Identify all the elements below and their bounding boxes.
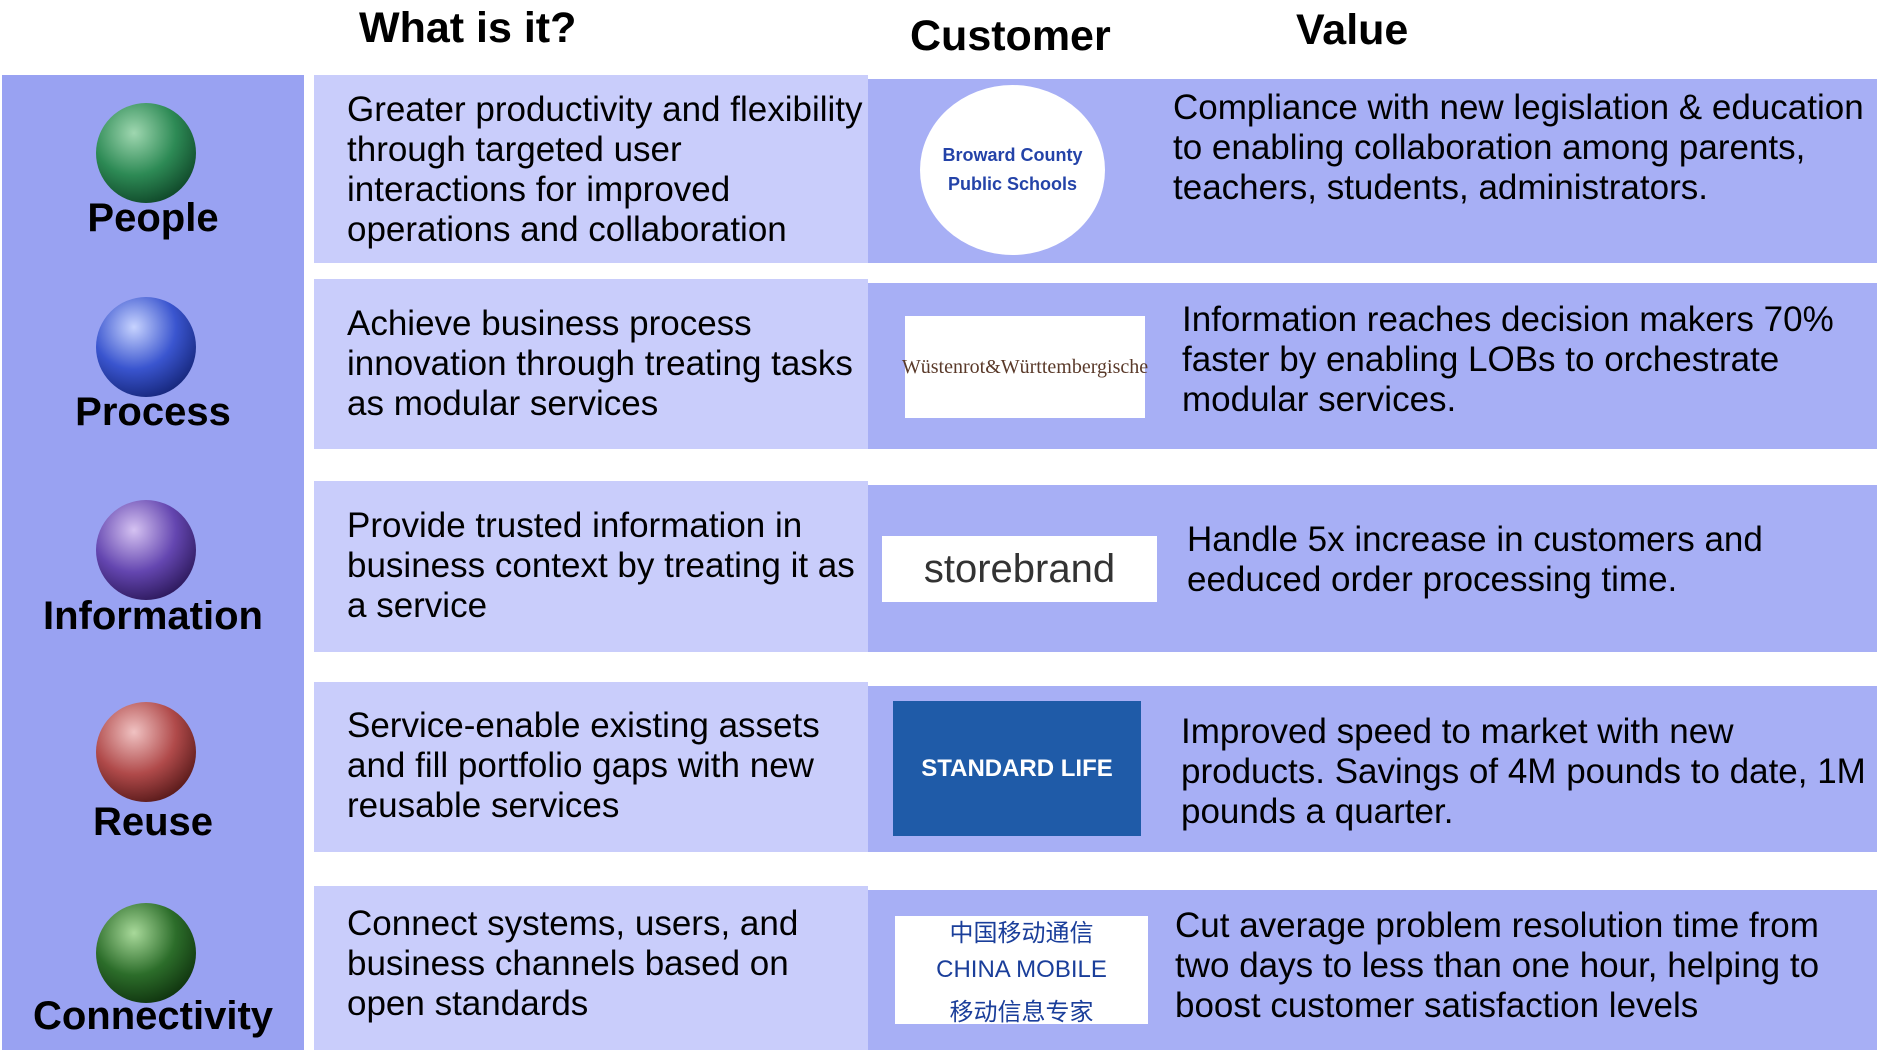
what-box	[314, 682, 868, 852]
header-customer: Customer	[910, 12, 1111, 60]
logo-text: STANDARD LIFE	[921, 754, 1113, 782]
customer-logo: 中国移动通信 CHINA MOBILE 移动信息专家	[895, 916, 1148, 1026]
row-label: Reuse	[92, 800, 214, 844]
row-label: Process	[75, 390, 231, 434]
customer-logo: Broward County Public Schools	[920, 85, 1105, 255]
header-value: Value	[1296, 6, 1409, 54]
icon-sphere	[96, 103, 196, 203]
what-text: Provide trusted information in business …	[347, 506, 855, 625]
logo-text: Public Schools	[947, 174, 1078, 194]
what-box	[314, 75, 868, 263]
row-label: People	[87, 196, 219, 240]
value-text: Information reaches decision makers 70% …	[1182, 300, 1834, 419]
logo-text: Broward County	[942, 145, 1083, 165]
row-label: Connectivity	[32, 994, 274, 1038]
row-label: Information	[43, 594, 263, 638]
logo-text: 中国移动通信	[949, 920, 1094, 947]
header-what: What is it?	[359, 4, 577, 52]
what-text: Greater productivity and flexibility thr…	[347, 90, 863, 249]
value-text: Cut average problem resolution time from…	[1175, 906, 1820, 1025]
what-box	[314, 481, 868, 652]
value-text: Compliance with new legislation & educat…	[1173, 88, 1864, 207]
icon-sphere	[96, 903, 196, 1003]
what-text: Connect systems, users, and business cha…	[347, 904, 799, 1023]
value-text: Improved speed to market with new produc…	[1181, 712, 1866, 831]
logo-text: 移动信息专家	[949, 999, 1094, 1026]
logo-text: CHINA MOBILE	[936, 956, 1107, 983]
what-box	[314, 886, 868, 1050]
what-text: Service-enable existing assets and fill …	[347, 706, 820, 825]
icon-sphere	[96, 297, 196, 397]
what-box	[314, 279, 868, 449]
customer-logo: Wüstenrot&Württembergische	[901, 316, 1149, 418]
value-text: Handle 5x increase in customers and eedu…	[1187, 520, 1763, 599]
customer-logo: STANDARD LIFE	[893, 701, 1141, 836]
logo-text: Wüstenrot&Württembergische	[901, 355, 1149, 378]
logo-text: storebrand	[923, 546, 1116, 591]
icon-sphere	[96, 500, 196, 600]
customer-logo: storebrand	[882, 536, 1157, 602]
what-text: Achieve business process innovation thro…	[347, 304, 853, 423]
icon-sphere	[96, 702, 196, 802]
